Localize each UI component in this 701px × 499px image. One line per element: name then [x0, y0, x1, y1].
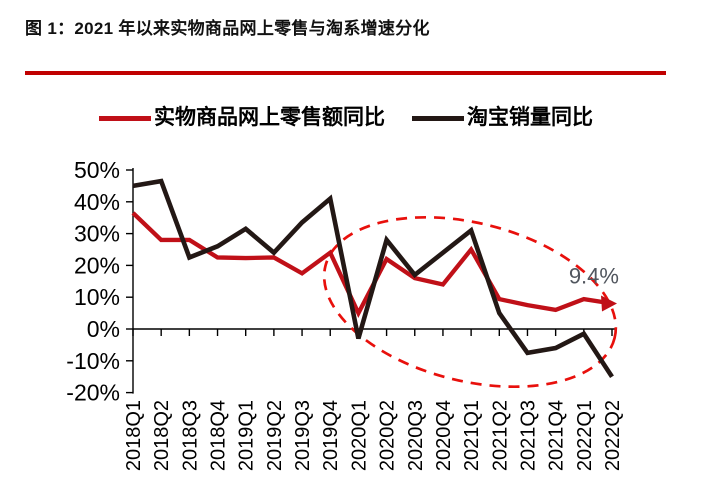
- chart-legend: 实物商品网上零售额同比 淘宝销量同比: [99, 106, 593, 130]
- x-tick-label: 2022Q2: [602, 400, 624, 471]
- x-tick-label: 2019Q2: [264, 400, 286, 471]
- legend-swatch-retail: [99, 115, 151, 121]
- y-tick-label: 10%: [74, 284, 120, 310]
- title-rule: [25, 71, 666, 75]
- y-tick-label: 40%: [74, 189, 120, 215]
- x-tick-label: 2021Q3: [517, 400, 539, 471]
- legend-label-retail: 实物商品网上零售额同比: [154, 106, 385, 129]
- y-tick-label: 30%: [74, 221, 120, 247]
- x-tick-label: 2018Q1: [123, 400, 145, 471]
- x-tick-label: 2019Q3: [292, 400, 314, 471]
- x-tick-label: 2018Q3: [179, 400, 201, 471]
- annotation-9-4: 9.4%: [569, 264, 619, 289]
- x-tick-label: 2022Q1: [574, 400, 596, 471]
- y-tick-label: 0%: [87, 316, 120, 342]
- x-tick-label: 2021Q4: [546, 400, 568, 471]
- figure-title: 图 1：2021 年以来实物商品网上零售与淘系增速分化: [25, 19, 430, 38]
- highlight-ellipse: [322, 215, 618, 389]
- legend-item-taobao: 淘宝销量同比: [412, 106, 593, 130]
- x-tick-label: 2019Q1: [236, 400, 258, 471]
- x-tick-label: 2018Q4: [208, 400, 230, 471]
- red-line-arrowhead: [601, 295, 617, 312]
- x-tick-label: 2019Q4: [320, 400, 342, 471]
- legend-swatch-taobao: [412, 115, 464, 121]
- x-tick-label: 2021Q2: [489, 400, 511, 471]
- y-tick-label: 50%: [74, 157, 120, 183]
- legend-item-retail: 实物商品网上零售额同比: [99, 106, 385, 130]
- x-tick-label: 2020Q4: [433, 400, 455, 471]
- y-tick-label: -20%: [66, 380, 120, 406]
- series-line-taobao: [132, 178, 614, 378]
- x-tick-label: 2018Q2: [151, 400, 173, 471]
- x-tick-label: 2020Q1: [348, 400, 370, 471]
- legend-label-taobao: 淘宝销量同比: [467, 106, 593, 129]
- x-tick-label: 2021Q1: [461, 400, 483, 471]
- y-tick-label: -10%: [66, 348, 120, 374]
- x-tick-label: 2020Q2: [377, 400, 399, 471]
- series-line-retail: [131, 211, 613, 318]
- x-tick-label: 2020Q3: [405, 400, 427, 471]
- y-tick-label: 20%: [74, 252, 120, 278]
